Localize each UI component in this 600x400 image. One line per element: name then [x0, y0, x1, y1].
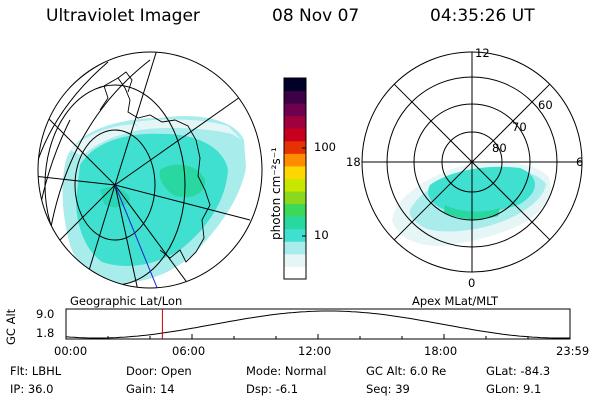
alt-ytick-high: 9.0	[36, 307, 55, 321]
altitude-curve	[65, 310, 571, 339]
colorbar-swatch	[284, 178, 306, 192]
status-gain: Gain: 14	[126, 382, 175, 396]
colorbar-swatch	[284, 241, 306, 255]
time-label: 04:35:26 UT	[430, 6, 535, 26]
colorbar-swatch	[284, 165, 306, 179]
colorbar-swatch	[284, 191, 306, 205]
mlt-label-left: 18	[346, 155, 361, 169]
geo-panel-label: Geographic Lat/Lon	[70, 294, 183, 308]
mlt-label-bottom: 0	[468, 276, 476, 290]
colorbar-frame	[283, 77, 307, 280]
status-glat: GLat: -84.3	[486, 364, 551, 378]
mlt-label-top: 12	[475, 46, 490, 60]
status-flt: Flt: LBHL	[10, 364, 62, 378]
colorbar-swatch	[284, 203, 306, 217]
colorbar-swatch	[284, 103, 306, 117]
colorbar-swatch	[284, 153, 306, 167]
alt-xtick-2: 12:00	[298, 344, 332, 358]
status-dsp: Dsp: -6.1	[246, 382, 299, 396]
colorbar-swatch	[284, 140, 306, 154]
colorbar-swatch	[284, 128, 306, 142]
altitude-plot	[65, 308, 571, 340]
colorbar-swatch	[284, 266, 306, 280]
alt-ytick-low: 1.8	[36, 326, 55, 340]
geographic-image	[37, 51, 263, 289]
status-gc-alt: GC Alt: 6.0 Re	[366, 364, 447, 378]
instrument-title: Ultraviolet Imager	[46, 6, 200, 26]
colorbar-swatch	[284, 216, 306, 230]
colorbar-swatch	[284, 90, 306, 104]
mlt-label-right: 6	[576, 155, 584, 169]
colorbar-swatch	[284, 228, 306, 242]
colorbar	[283, 77, 307, 280]
colorbar-tick-100: 100	[314, 140, 336, 154]
polar-image	[361, 51, 583, 273]
status-seq: Seq: 39	[366, 382, 410, 396]
status-door: Door: Open	[126, 364, 192, 378]
colorbar-tick-10: 10	[314, 228, 329, 242]
colorbar-swatch	[284, 78, 306, 92]
colorbar-swatch	[284, 253, 306, 267]
alt-xtick-4: 23:59	[556, 344, 590, 358]
status-glon: GLon: 9.1	[486, 382, 542, 396]
status-mode: Mode: Normal	[246, 364, 327, 378]
polar-panel-label: Apex MLat/MLT	[412, 294, 499, 308]
colorbar-swatch	[284, 115, 306, 129]
alt-xtick-0: 00:00	[54, 344, 88, 358]
alt-xtick-1: 06:00	[172, 344, 206, 358]
alt-axis-label: GC Alt	[4, 308, 18, 345]
alt-xtick-3: 18:00	[424, 344, 458, 358]
date-label: 08 Nov 07	[272, 6, 360, 26]
colorbar-unit-label: photon cm⁻²s⁻¹	[269, 147, 283, 240]
lat-ring-70: 70	[512, 120, 527, 134]
lat-ring-60: 60	[538, 98, 553, 112]
lat-ring-80: 80	[492, 141, 507, 155]
status-ip: IP: 36.0	[10, 382, 54, 396]
